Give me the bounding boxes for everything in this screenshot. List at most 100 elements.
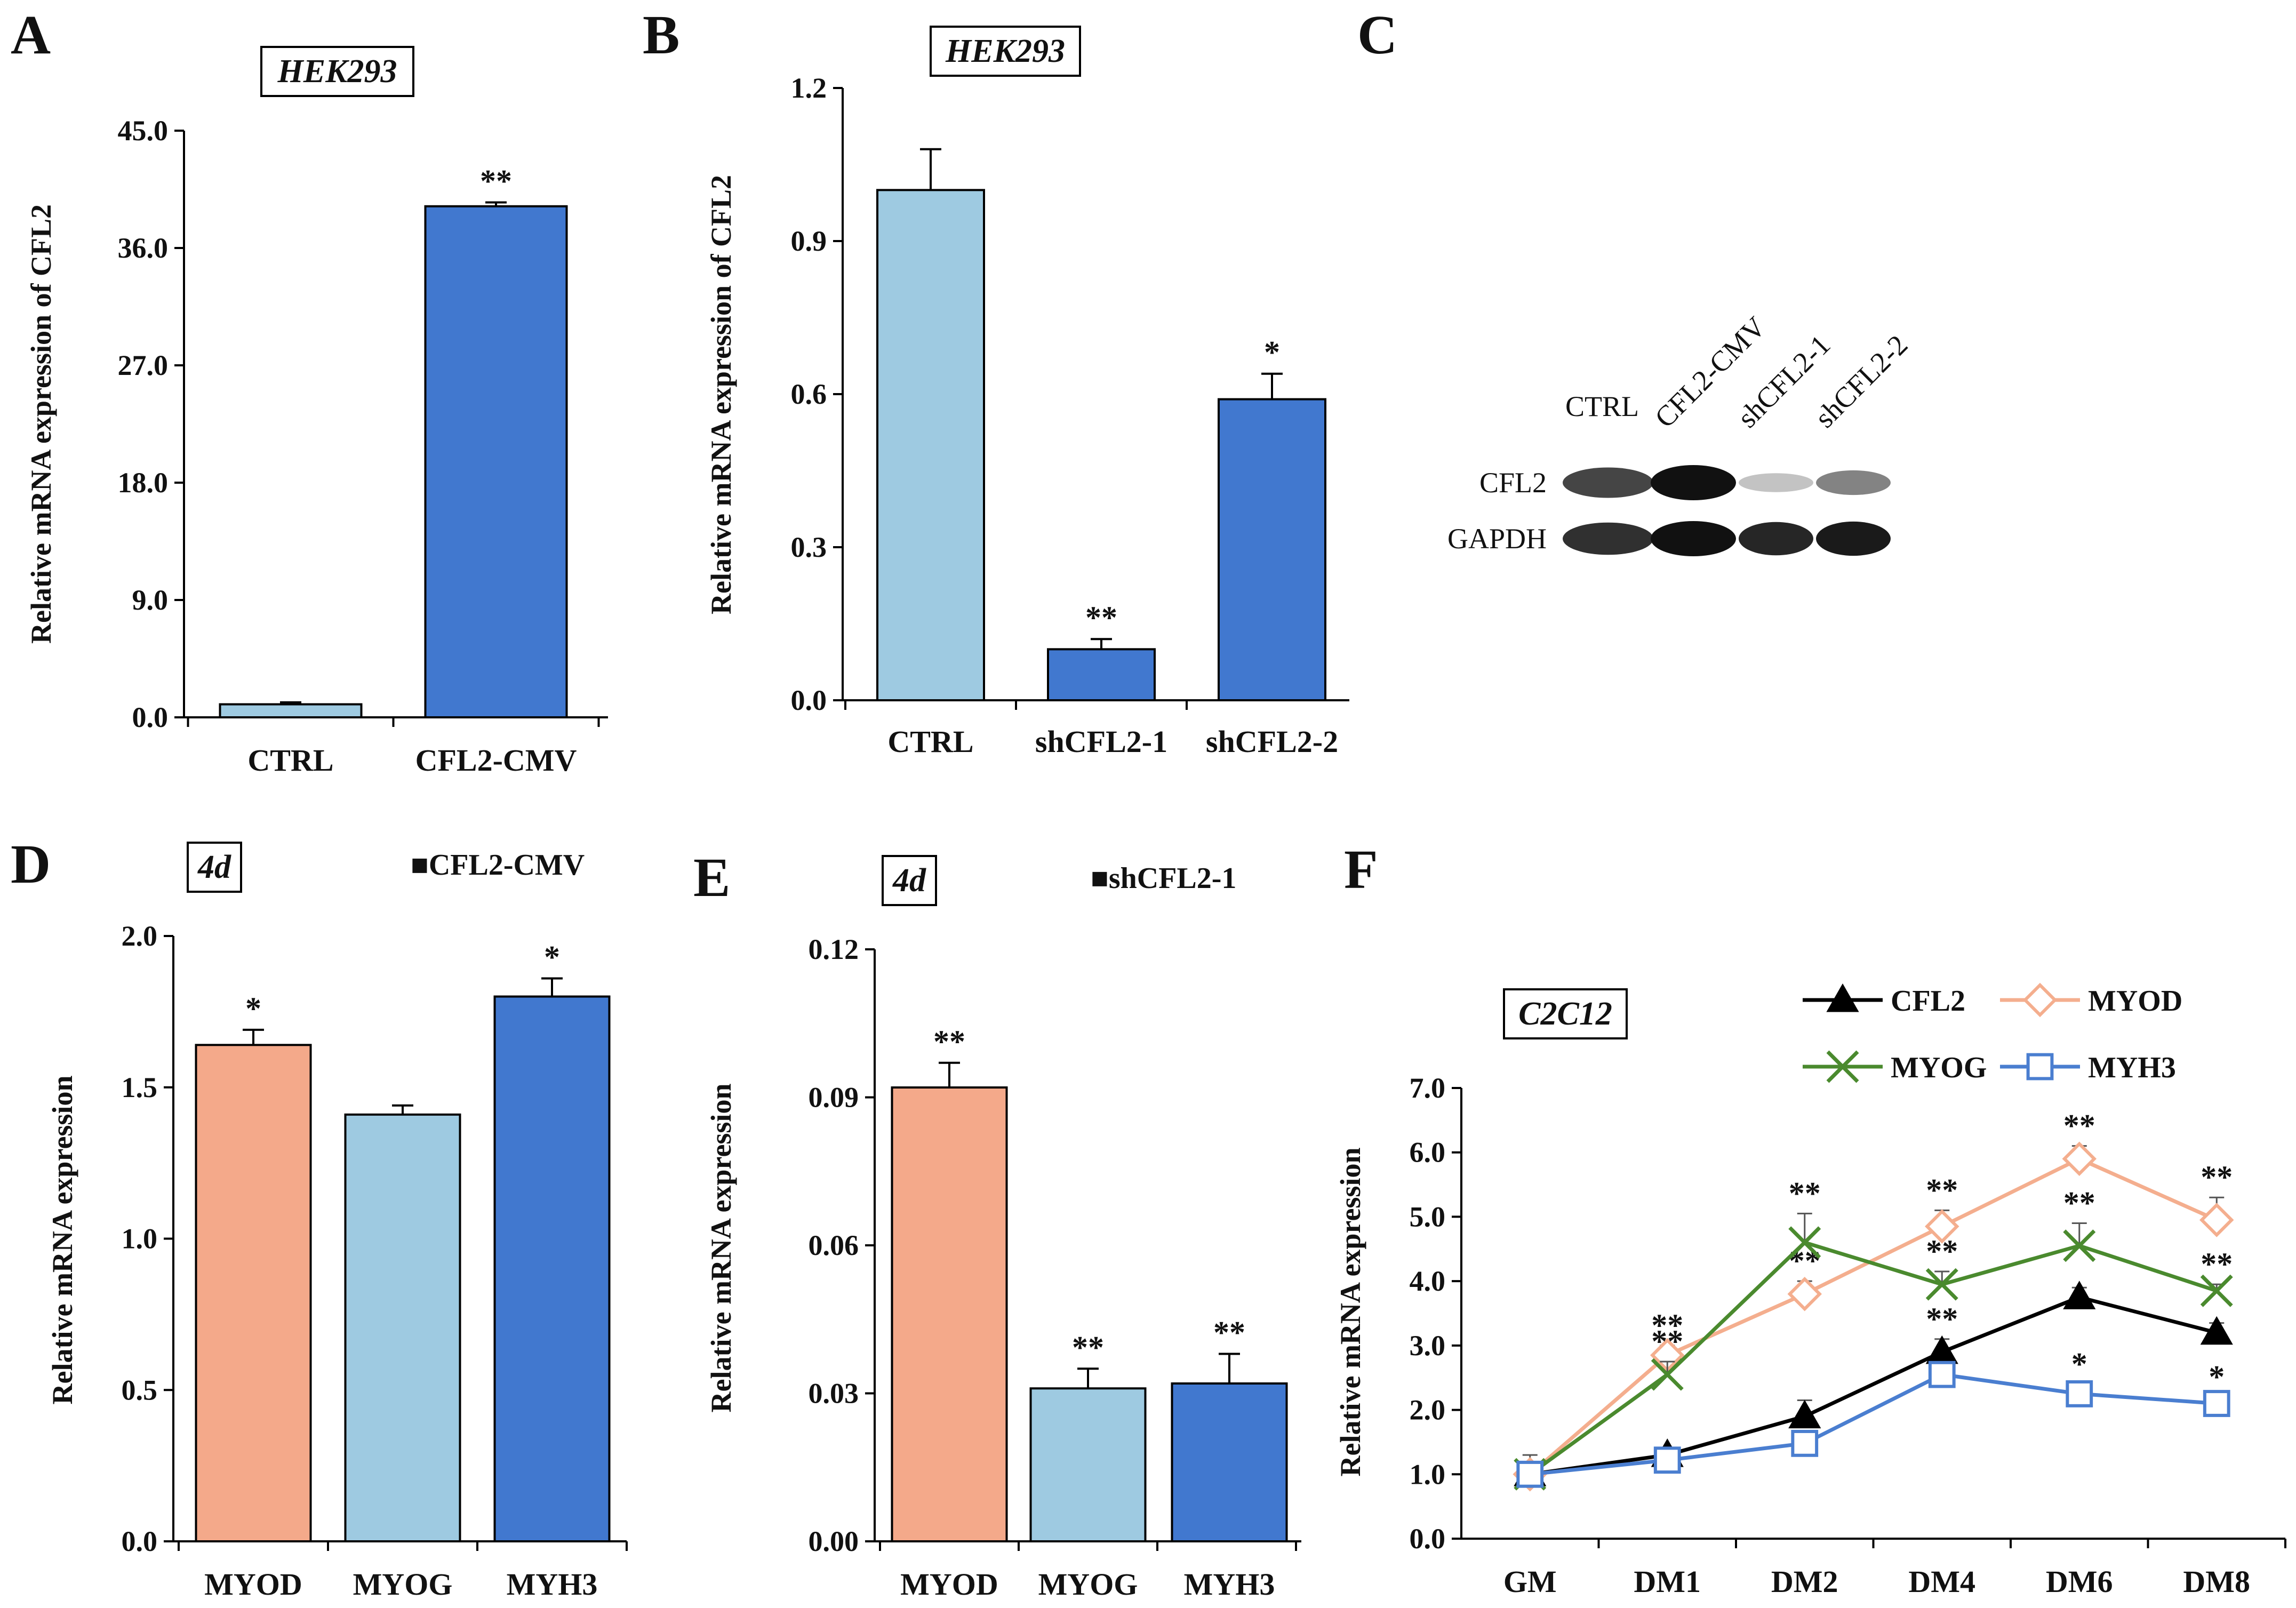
- y-tick-label: 45.0: [118, 115, 169, 147]
- y-tick-label: 0.09: [809, 1082, 859, 1114]
- bar-myod: [891, 1086, 1008, 1542]
- legend-label: CFL2: [1891, 985, 1965, 1018]
- category-label: shCFL2-2: [1206, 724, 1338, 759]
- legend-label: MYH3: [2088, 1051, 2176, 1084]
- y-tick-label: 9.0: [132, 584, 169, 616]
- series-myh3: * *: [1516, 1346, 2230, 1488]
- marker-cfl2: [2200, 1316, 2233, 1345]
- category-label: MYH3: [507, 1567, 598, 1602]
- category-label: MYOG: [1038, 1567, 1138, 1602]
- marker-myh3: [2066, 1380, 2093, 1407]
- series-line-myh3: [1530, 1372, 2217, 1476]
- cell-label: 4d: [892, 862, 926, 899]
- marker-myog: [1925, 1268, 1958, 1301]
- bar-shcfl2-1: [1047, 648, 1156, 702]
- y-tick-label: 1.0: [1410, 1458, 1446, 1490]
- marker-myog: [1651, 1358, 1684, 1391]
- y-tick-label: 0.12: [809, 933, 859, 965]
- marker-cfl2: [1788, 1399, 1821, 1429]
- series-line-myod: [1529, 1156, 2218, 1476]
- legend-label: MYOG: [1891, 1051, 1987, 1084]
- panel-letter: C: [1357, 4, 1397, 66]
- marker-myod: [2062, 1141, 2097, 1177]
- marker-myh3: [1928, 1361, 1956, 1388]
- series-cfl2: **: [1514, 1281, 2233, 1486]
- y-tick-label: 0.0: [122, 1525, 158, 1557]
- legend-item-myod: MYOD: [2000, 982, 2182, 1018]
- series-line-myog: [1529, 1240, 2218, 1476]
- cell-label-box: [260, 46, 414, 97]
- y-tick-label: 0.00: [809, 1525, 859, 1557]
- series-myod: **********: [1513, 1108, 2234, 1492]
- bar-ctrl: [219, 703, 363, 718]
- bar-ctrl: [876, 189, 985, 702]
- blot-band: [1816, 521, 1891, 556]
- significance-mark: *: [2209, 1359, 2225, 1394]
- significance-mark: **: [1926, 1234, 1958, 1269]
- category-label: DM4: [1908, 1564, 1975, 1599]
- significance-mark: **: [1651, 1324, 1683, 1359]
- significance-mark: **: [480, 163, 512, 198]
- cell-label-box: [1503, 988, 1628, 1039]
- category-label: CFL2-CMV: [415, 743, 577, 778]
- panel-letter: B: [643, 4, 679, 66]
- bar-myod: [195, 1044, 312, 1543]
- cell-label-box: [882, 855, 937, 906]
- marker-myh3: [1653, 1446, 1681, 1474]
- category-label: MYOD: [204, 1567, 302, 1602]
- legend-item-myog: MYOG: [1803, 1050, 1987, 1084]
- marker-myh3: [1791, 1429, 1819, 1457]
- category-label: MYOG: [353, 1567, 453, 1602]
- panel-d: 0.0 0.5 1.0 1.5 2.0 Relative mRNA expression D…: [11, 834, 628, 1602]
- significance-mark: *: [544, 939, 560, 974]
- category-label: MYOD: [900, 1567, 998, 1602]
- significance-mark: **: [2063, 1186, 2095, 1221]
- panel-letter: E: [693, 847, 730, 908]
- panel-f: 0.0 1.0 2.0 3.0 4.0 5.0 6.0 7.0 Relative mRNA ex…: [1334, 839, 2286, 1599]
- y-tick-label: 2.0: [122, 920, 158, 952]
- significance-mark: **: [1926, 1172, 1958, 1207]
- y-tick-label: 6.0: [1410, 1137, 1446, 1169]
- significance-mark: **: [1085, 600, 1117, 635]
- marker-myog: [2063, 1229, 2096, 1262]
- y-tick-label: 0.0: [791, 684, 827, 716]
- blot-band: [1563, 522, 1653, 555]
- significance-mark: **: [1072, 1330, 1104, 1365]
- cell-label-box: [930, 26, 1081, 77]
- y-tick-label: 36.0: [118, 232, 169, 264]
- blot-row-label: CFL2: [1479, 467, 1547, 499]
- marker-myod: [1787, 1277, 1822, 1311]
- y-tick-label: 1.5: [122, 1071, 158, 1103]
- y-axis-label: Relative mRNA expression of CFL2: [25, 204, 57, 644]
- y-tick-label: 1.2: [791, 72, 827, 104]
- y-tick-label: 3.0: [1410, 1330, 1446, 1362]
- y-axis-label: Relative mRNA expression: [705, 1084, 737, 1413]
- marker-myh3: [1516, 1460, 1544, 1488]
- bar-myog: [1029, 1387, 1147, 1542]
- series-line-cfl2: [1530, 1295, 2218, 1476]
- blot-band: [1739, 473, 1813, 492]
- lane-label: CTRL: [1565, 390, 1639, 422]
- significance-mark: **: [1789, 1243, 1821, 1278]
- cell-label-box: [187, 842, 242, 893]
- marker-myod: [1925, 1209, 1959, 1244]
- blot-band: [1651, 465, 1736, 500]
- y-tick-label: 4.0: [1410, 1265, 1446, 1297]
- significance-mark: **: [1926, 1301, 1958, 1337]
- bar-myh3: [493, 995, 611, 1542]
- cell-label: C2C12: [1518, 996, 1612, 1032]
- y-tick-label: 27.0: [118, 349, 169, 381]
- marker-cfl2: [2063, 1281, 2096, 1309]
- significance-mark: **: [2201, 1159, 2233, 1195]
- marker-myog: [1788, 1226, 1821, 1259]
- legend-marker: [2026, 1053, 2054, 1081]
- category-label: DM6: [2046, 1564, 2113, 1599]
- legend-label: MYOD: [2088, 985, 2182, 1018]
- significance-mark: **: [2063, 1108, 2095, 1143]
- legend-marker: [1826, 1050, 1859, 1083]
- cell-label: 4d: [197, 849, 231, 885]
- legend-marker: [1826, 983, 1859, 1012]
- y-tick-label: 18.0: [118, 467, 169, 499]
- series-myog: **********: [1514, 1175, 2233, 1491]
